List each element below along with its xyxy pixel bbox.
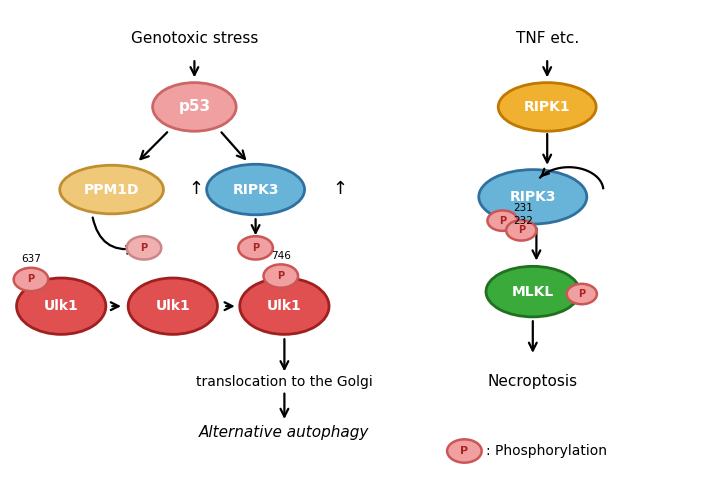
Text: P: P — [27, 275, 35, 284]
Ellipse shape — [486, 266, 580, 317]
Text: P: P — [578, 289, 585, 299]
Text: Ulk1: Ulk1 — [44, 299, 78, 313]
Text: ↑: ↑ — [332, 179, 348, 198]
Text: P: P — [460, 446, 469, 456]
Ellipse shape — [479, 170, 587, 224]
Text: : Phosphorylation: : Phosphorylation — [486, 444, 607, 458]
Text: P: P — [277, 271, 284, 281]
Text: TNF etc.: TNF etc. — [516, 32, 579, 46]
Text: RIPK3: RIPK3 — [233, 183, 279, 196]
Text: Ulk1: Ulk1 — [267, 299, 302, 313]
Text: p53: p53 — [179, 100, 210, 114]
Text: Necroptosis: Necroptosis — [487, 374, 578, 389]
Circle shape — [447, 439, 482, 463]
Text: 637: 637 — [21, 254, 41, 264]
Text: ↑: ↑ — [188, 179, 204, 198]
Text: 746: 746 — [271, 251, 291, 261]
Text: RIPK3: RIPK3 — [510, 190, 556, 204]
Text: RIPK1: RIPK1 — [524, 100, 570, 114]
Ellipse shape — [60, 165, 163, 214]
Text: P: P — [499, 216, 506, 226]
Ellipse shape — [17, 278, 106, 334]
Ellipse shape — [240, 278, 329, 334]
Text: PPM1D: PPM1D — [84, 183, 140, 196]
Text: 232: 232 — [513, 215, 533, 226]
Text: Alternative autophagy: Alternative autophagy — [199, 425, 369, 440]
Text: Genotoxic stress: Genotoxic stress — [131, 32, 258, 46]
Text: Ulk1: Ulk1 — [156, 299, 190, 313]
Text: P: P — [252, 243, 259, 253]
Text: MLKL: MLKL — [512, 285, 554, 298]
Circle shape — [567, 284, 597, 304]
Text: P: P — [140, 243, 148, 253]
Circle shape — [487, 210, 518, 231]
Ellipse shape — [207, 164, 305, 215]
Text: translocation to the Golgi: translocation to the Golgi — [196, 375, 373, 388]
Circle shape — [506, 220, 536, 241]
Text: 231: 231 — [513, 203, 533, 213]
Circle shape — [14, 268, 48, 291]
Text: P: P — [518, 226, 525, 235]
Ellipse shape — [128, 278, 217, 334]
Ellipse shape — [153, 83, 236, 131]
Ellipse shape — [498, 83, 596, 131]
Circle shape — [238, 236, 273, 260]
Circle shape — [264, 264, 298, 288]
Circle shape — [127, 236, 161, 260]
